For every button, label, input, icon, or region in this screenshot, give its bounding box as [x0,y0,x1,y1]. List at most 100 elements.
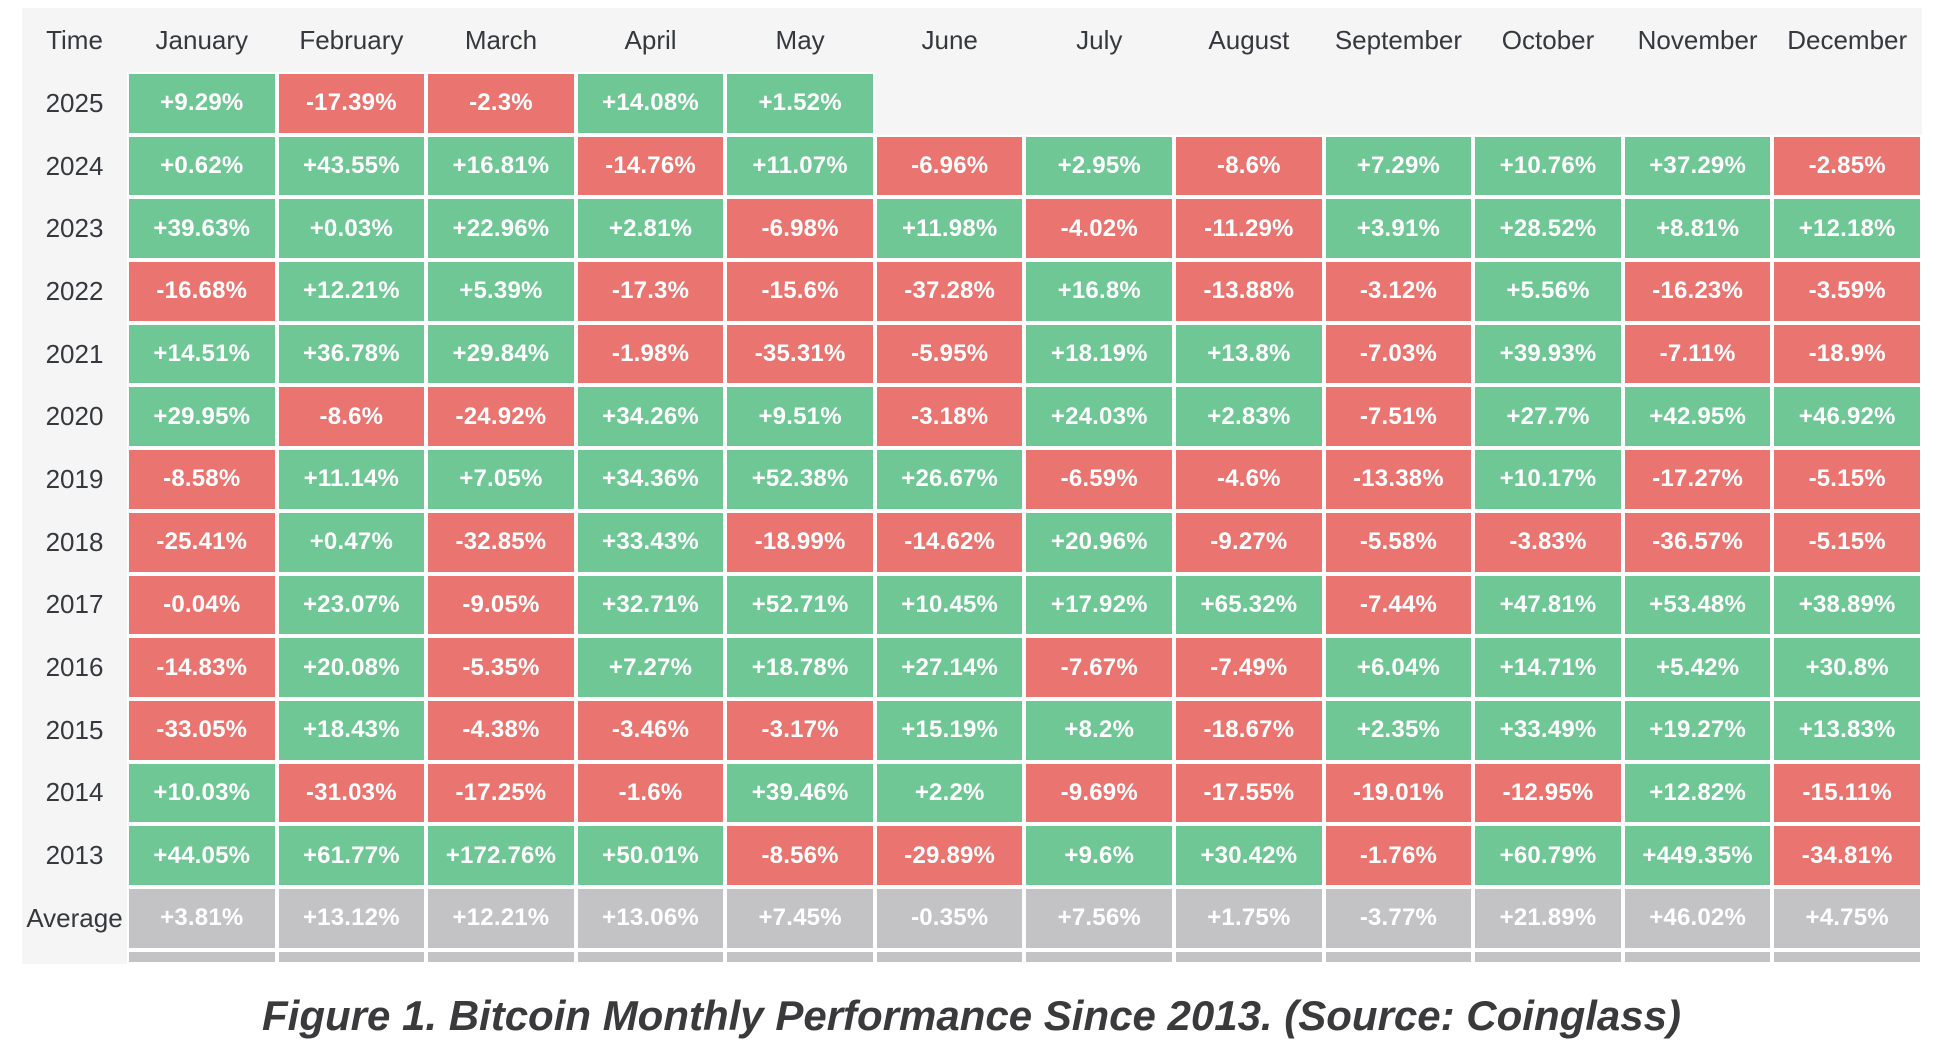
monthly-performance-table: Time January February March April May June July… [22,8,1922,964]
row-label-2014: 2014 [45,777,104,808]
cell-2021-august: +13.8% [1174,322,1324,386]
row-label-2022: 2022 [45,275,104,306]
cell-2022-may: -15.6% [725,260,875,323]
cell-2016-september: +6.04% [1323,636,1474,699]
sliver-cell-february [276,949,427,964]
cell-2023-march: +22.96% [426,197,576,261]
table-row-2013: 2013 +44.05% +61.77% +172.76% +50.01% -8.56% -… [22,824,1922,887]
figure-caption: Figure 1. Bitcoin Monthly Performance Si… [262,992,1681,1039]
sliver-cell-march [426,949,576,964]
cell-2022-august: -13.88% [1174,260,1324,323]
column-header-november: November [1637,24,1758,55]
cell-2019-april: +34.36% [575,448,726,511]
cell-2019-february: +11.14% [276,448,427,511]
cell-2018-february: +0.47% [276,510,427,574]
cell-2018-march: -32.85% [426,510,576,574]
cell-2020-october: +27.7% [1473,385,1623,449]
cell-2025-december-empty [1772,72,1922,135]
cell-2021-may: -35.31% [725,322,875,386]
cell-2014-june: +2.2% [874,761,1025,825]
cell-2023-november: +8.81% [1622,197,1773,261]
cell-2013-november: +449.35% [1622,824,1773,887]
cell-2025-september-empty [1324,72,1474,135]
cell-2020-august: +2.83% [1174,385,1324,449]
sliver-cell-may [725,949,875,964]
cell-2014-july: -9.69% [1024,761,1175,825]
column-header-october: October [1501,24,1595,55]
cell-2013-september: -1.76% [1323,824,1474,887]
cell-2013-august: +30.42% [1174,824,1324,887]
cell-2024-may: +11.07% [725,134,875,198]
cell-2025-june-empty [875,72,1025,135]
cell-average-june: -0.35% [874,886,1025,950]
cell-2021-march: +29.84% [426,322,576,386]
cell-2015-november: +19.27% [1622,698,1773,762]
cell-2014-september: -19.01% [1323,761,1474,825]
cell-2024-october: +10.76% [1473,134,1623,198]
cell-2016-august: -7.49% [1174,636,1324,699]
cell-2015-june: +15.19% [874,698,1025,762]
sliver-cell-december [1772,949,1922,964]
column-header-april: April [624,24,677,55]
cell-2019-november: -17.27% [1622,448,1773,511]
cell-average-september: -3.77% [1323,886,1474,950]
table-row-2014: 2014 +10.03% -31.03% -17.25% -1.6% +39.46% +2.… [22,761,1922,825]
cell-2017-september: -7.44% [1323,573,1474,637]
table-row-2016: 2016 -14.83% +20.08% -5.35% +7.27% +18.78% +27… [22,636,1922,699]
cell-2015-april: -3.46% [575,698,726,762]
cell-2016-march: -5.35% [426,636,576,699]
cell-2019-january: -8.58% [127,448,277,511]
cell-average-february: +13.12% [276,886,427,950]
table-row-2017: 2017 -0.04% +23.07% -9.05% +32.71% +52.71% +10… [22,573,1922,637]
cell-2025-july-empty [1024,72,1174,135]
cell-2014-february: -31.03% [276,761,427,825]
cell-2017-august: +65.32% [1174,573,1324,637]
cell-2018-april: +33.43% [575,510,726,574]
cell-2022-june: -37.28% [874,260,1025,323]
cell-2013-july: +9.6% [1024,824,1175,887]
cell-2017-december: +38.89% [1772,573,1922,637]
table-row-2021: 2021 +14.51% +36.78% +29.84% -1.98% -35.31% -5… [22,322,1922,386]
cell-2022-july: +16.8% [1024,260,1175,323]
cell-2022-november: -16.23% [1622,260,1773,323]
cell-average-august: +1.75% [1174,886,1324,950]
sliver-row [22,949,1922,964]
row-label-2025: 2025 [45,87,104,118]
cell-2015-february: +18.43% [276,698,427,762]
cell-2021-june: -5.95% [874,322,1025,386]
cell-2016-october: +14.71% [1473,636,1623,699]
cell-2013-october: +60.79% [1473,824,1623,887]
row-label-2013: 2013 [45,840,104,871]
row-label-2017: 2017 [45,589,104,620]
cell-2024-june: -6.96% [874,134,1025,198]
cell-2025-october-empty [1473,72,1623,135]
cell-2016-april: +7.27% [575,636,726,699]
cell-2019-march: +7.05% [426,448,576,511]
cell-2024-february: +43.55% [276,134,427,198]
sliver-cell-april [575,949,726,964]
cell-average-october: +21.89% [1473,886,1623,950]
cell-2013-march: +172.76% [426,824,576,887]
table-row-2024: 2024 +0.62% +43.55% +16.81% -14.76% +11.07% -6… [22,134,1922,198]
row-label-average: Average [26,902,123,933]
sliver-cell-october [1473,949,1623,964]
column-header-january: January [155,24,249,55]
cell-2019-september: -13.38% [1323,448,1474,511]
cell-2018-july: +20.96% [1024,510,1175,574]
cell-average-december: +4.75% [1772,886,1922,950]
cell-2022-december: -3.59% [1772,260,1922,323]
cell-2013-june: -29.89% [874,824,1025,887]
cell-2021-july: +18.19% [1024,322,1175,386]
cell-2019-october: +10.17% [1473,448,1623,511]
sliver-cell-july [1024,949,1175,964]
cell-2020-june: -3.18% [874,385,1025,449]
cell-2014-october: -12.95% [1473,761,1623,825]
cell-average-may: +7.45% [725,886,875,950]
cell-2013-april: +50.01% [575,824,726,887]
cell-average-november: +46.02% [1622,886,1773,950]
row-label-2020: 2020 [45,401,104,432]
cell-2023-august: -11.29% [1174,197,1324,261]
sliver-spacer [22,950,127,964]
cell-2018-june: -14.62% [874,510,1025,574]
cell-2015-october: +33.49% [1473,698,1623,762]
